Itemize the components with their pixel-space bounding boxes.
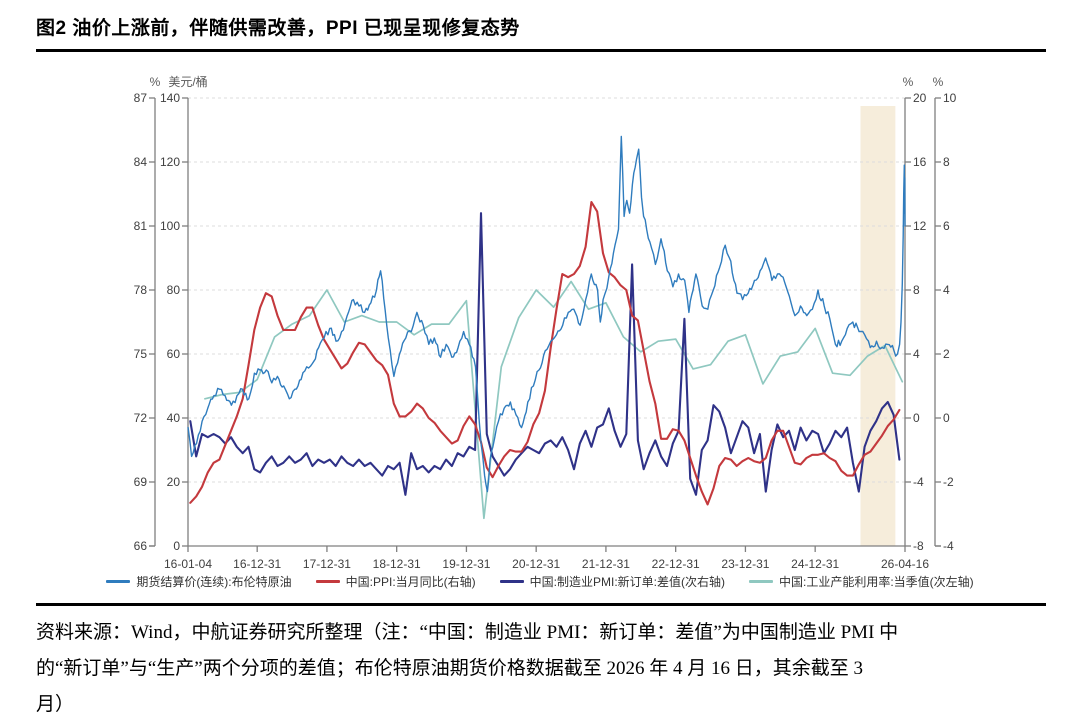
series-brent-futures-line bbox=[187, 135, 906, 493]
source-note-line-1: 资料来源：Wind，中航证券研究所整理（注：“中国：制造业 PMI：新订单：差值… bbox=[36, 622, 899, 643]
x-tick-label: 16-01-04 bbox=[164, 557, 212, 571]
y-tick-label: 6 bbox=[943, 219, 950, 233]
x-axis: 16-01-04 16-12-31 17-12-31 18-12-31 19-12-31… bbox=[164, 546, 929, 571]
x-tick-label: 20-12-31 bbox=[512, 557, 560, 571]
y-tick-label: 40 bbox=[167, 411, 181, 425]
y-tick-label: 120 bbox=[160, 155, 180, 169]
title-divider bbox=[36, 49, 1046, 52]
series-pmi-new-orders-minus-production-line bbox=[189, 212, 901, 496]
source-note-line-3: 月） bbox=[36, 694, 75, 715]
source-note: 资料来源：Wind，中航证券研究所整理（注：“中国：制造业 PMI：新订单：差值… bbox=[36, 603, 1046, 723]
y-tick-label: 0 bbox=[943, 411, 950, 425]
legend-label-brent-futures: 期货结算价(连续):布伦特原油 bbox=[136, 575, 292, 589]
highlight-band bbox=[860, 106, 896, 546]
x-tick-label: 16-12-31 bbox=[233, 557, 281, 571]
y-tick-label: -4 bbox=[943, 539, 954, 553]
legend-item-china-ppi-yoy: 中国:PPI:当月同比(右轴) bbox=[315, 573, 476, 590]
legend-item-brent-futures: 期货结算价(连续):布伦特原油 bbox=[106, 573, 292, 590]
y-tick-label: 72 bbox=[134, 411, 148, 425]
legend-label-pmi-new-orders-minus-production: 中国:制造业PMI:新订单:差值(次右轴) bbox=[529, 575, 725, 589]
y-tick-label: -8 bbox=[913, 539, 924, 553]
gridlines bbox=[188, 97, 905, 483]
y-tick-label: 4 bbox=[943, 283, 950, 297]
chart-canvas: 6669727578818487%020406080100120140美元/桶-… bbox=[134, 74, 957, 571]
legend-label-capacity-utilization: 中国:工业产能利用率:当季值(次左轴) bbox=[779, 575, 974, 589]
y-tick-label: -2 bbox=[943, 475, 954, 489]
x-tick-label: 23-12-31 bbox=[721, 557, 769, 571]
chart-legend: 期货结算价(连续):布伦特原油 中国:PPI:当月同比(右轴) 中国:制造业PMI:… bbox=[0, 573, 1080, 590]
axis-unit-label: % bbox=[933, 75, 944, 89]
axis-unit-label: % bbox=[150, 75, 161, 89]
y-tick-label: 60 bbox=[167, 347, 181, 361]
y-tick-label: 66 bbox=[134, 539, 148, 553]
axis-unit-label: 美元/桶 bbox=[168, 74, 207, 89]
x-tick-label: 26-04-16 bbox=[881, 557, 929, 571]
y-tick-label: 16 bbox=[913, 155, 927, 169]
legend-label-china-ppi-yoy: 中国:PPI:当月同比(右轴) bbox=[345, 575, 476, 589]
x-tick-label: 24-12-31 bbox=[791, 557, 839, 571]
x-tick-label: 17-12-31 bbox=[303, 557, 351, 571]
legend-item-pmi-new-orders-minus-production: 中国:制造业PMI:新订单:差值(次右轴) bbox=[499, 573, 725, 590]
axis-unit-label: % bbox=[903, 75, 914, 89]
figure-title: 图2 油价上涨前，伴随供需改善，PPI 已现呈现修复态势 bbox=[36, 18, 520, 39]
y-tick-label: 87 bbox=[134, 91, 148, 105]
report-page: 图2 油价上涨前，伴随供需改善，PPI 已现呈现修复态势 66 69 72 75 78 8… bbox=[0, 13, 1080, 726]
y-axis-left-outer: 66 69 72 75 78 81 84 87% bbox=[134, 75, 161, 553]
x-tick-label: 22-12-31 bbox=[652, 557, 700, 571]
y-tick-label: 75 bbox=[134, 347, 148, 361]
y-tick-label: 10 bbox=[943, 91, 957, 105]
chart-area: 66 69 72 75 78 81 84 87% 0 20 40 60 80 100 120 140 美元/桶 -… bbox=[0, 52, 1080, 603]
series-capacity-utilization-line bbox=[204, 280, 904, 520]
y-tick-label: 20 bbox=[167, 475, 181, 489]
axes bbox=[149, 98, 941, 547]
x-tick-label: 19-12-31 bbox=[442, 557, 490, 571]
y-tick-label: 8 bbox=[913, 283, 920, 297]
y-axis-right-outer: -4 -2 0 2 4 6 8 10% bbox=[933, 75, 957, 553]
y-tick-label: 4 bbox=[913, 347, 920, 361]
legend-swatch-china-ppi-yoy bbox=[315, 580, 340, 583]
y-axis-right-inner: -8 -4 0 4 8 12 16 20% bbox=[903, 75, 927, 553]
legend-swatch-capacity-utilization bbox=[749, 580, 773, 583]
x-tick-label: 21-12-31 bbox=[582, 557, 630, 571]
legend-swatch-pmi-new-orders-minus-production bbox=[499, 580, 524, 583]
y-tick-label: 100 bbox=[160, 219, 180, 233]
legend-swatch-brent-futures bbox=[106, 580, 131, 583]
y-tick-label: 0 bbox=[173, 539, 180, 553]
y-tick-label: 78 bbox=[134, 283, 148, 297]
y-tick-label: 69 bbox=[134, 475, 148, 489]
y-tick-label: -4 bbox=[913, 475, 924, 489]
y-tick-label: 12 bbox=[913, 219, 927, 233]
y-tick-label: 2 bbox=[943, 347, 950, 361]
y-tick-label: 84 bbox=[134, 155, 148, 169]
y-tick-label: 80 bbox=[167, 283, 181, 297]
y-tick-label: 8 bbox=[943, 155, 950, 169]
legend-item-capacity-utilization: 中国:工业产能利用率:当季值(次左轴) bbox=[749, 573, 974, 590]
y-axis-left-inner: 0 20 40 60 80 100 120 140 美元/桶 bbox=[160, 74, 208, 553]
series-china-ppi-yoy-line bbox=[189, 200, 901, 506]
source-note-line-2: 的“新订单”与“生产”两个分项的差值；布伦特原油期货价格数据截至 2026 年 … bbox=[36, 658, 863, 679]
y-tick-label: 140 bbox=[160, 91, 180, 105]
y-tick-label: 81 bbox=[134, 219, 148, 233]
y-tick-label: 0 bbox=[913, 411, 920, 425]
y-tick-label: 20 bbox=[913, 91, 927, 105]
x-tick-label: 18-12-31 bbox=[373, 557, 421, 571]
